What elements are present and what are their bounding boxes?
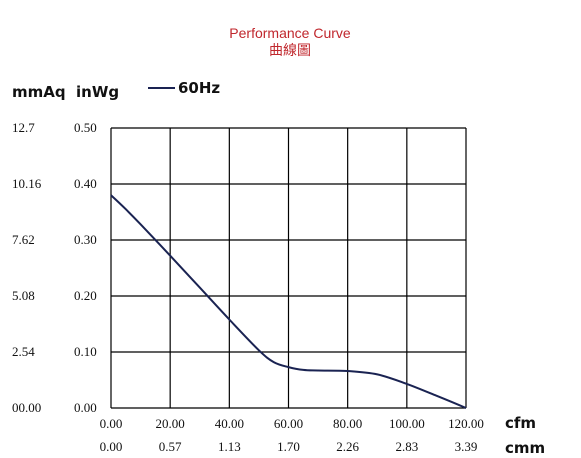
x-tick-label-cmm: 1.13 [218,439,241,454]
x-tick-label-cfm: 60.00 [274,416,303,431]
x-tick-label-cmm: 1.70 [277,439,300,454]
y-tick-label-inwg: 0.50 [74,120,97,135]
y-tick-label-inwg: 0.10 [74,344,97,359]
x-tick-label-cmm: 2.26 [336,439,359,454]
y-tick-label-inwg: 0.00 [74,400,97,415]
x-tick-label-cfm: 0.00 [100,416,123,431]
y-unit-mmaq: mmAq [12,83,66,101]
x-tick-label-cmm: 0.00 [100,439,123,454]
x-tick-label-cmm: 2.83 [395,439,418,454]
x-tick-label-cfm: 80.00 [333,416,362,431]
x-unit-cmm: cmm [505,439,545,457]
x-tick-label-cfm: 120.00 [448,416,484,431]
x-tick-label-cmm: 3.39 [455,439,478,454]
y-tick-label-mmaq: 12.7 [12,120,35,135]
y-tick-label-mmaq: 2.54 [12,344,35,359]
y-tick-label-mmaq: 10.16 [12,176,42,191]
y-tick-label-inwg: 0.40 [74,176,97,191]
x-unit-cfm: cfm [505,414,536,432]
x-tick-label-cfm: 40.00 [215,416,244,431]
y-unit-inwg: inWg [76,83,119,101]
x-tick-label-cfm: 20.00 [156,416,185,431]
chart-title: Performance Curve [229,25,351,41]
y-tick-label-inwg: 0.30 [74,232,97,247]
x-tick-label-cfm: 100.00 [389,416,425,431]
y-tick-label-mmaq: 5.08 [12,288,35,303]
series-line-60hz [110,194,467,409]
x-tick-label-cmm: 0.57 [159,439,182,454]
chart-subtitle: 曲線圖 [269,42,311,58]
y-tick-label-mmaq: 7.62 [12,232,35,247]
y-tick-label-mmaq: 00.00 [12,400,41,415]
y-tick-label-inwg: 0.20 [74,288,97,303]
legend-label-60hz: 60Hz [178,79,220,97]
